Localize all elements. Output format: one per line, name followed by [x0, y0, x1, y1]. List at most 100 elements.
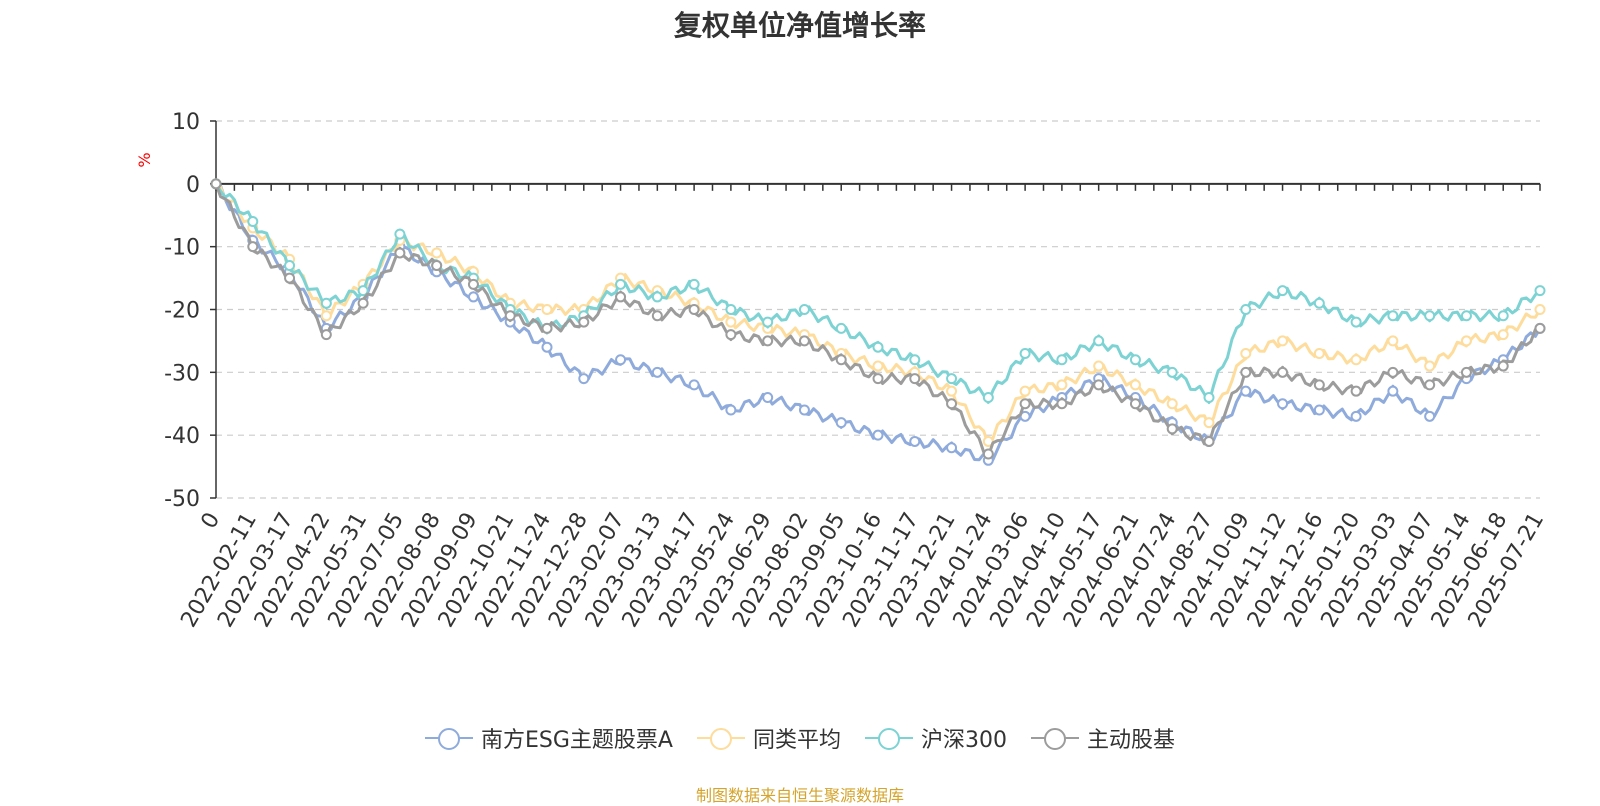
- x-tick-label: 0: [197, 509, 226, 534]
- data-point: [1534, 322, 1546, 334]
- data-point: [835, 322, 847, 334]
- y-tick-label: -50: [164, 487, 200, 512]
- legend-item[interactable]: 主动股基: [1030, 722, 1175, 754]
- data-point: [946, 373, 958, 385]
- legend-label: 主动股基: [1086, 728, 1175, 753]
- data-point: [909, 373, 921, 385]
- data-point: [210, 178, 222, 190]
- data-point: [1350, 385, 1362, 397]
- data-point: [615, 278, 627, 290]
- data-point: [1203, 391, 1215, 403]
- data-point: [725, 316, 737, 328]
- data-point: [651, 291, 663, 303]
- data-point: [1460, 310, 1472, 322]
- data-point: [541, 341, 553, 353]
- data-point: [1497, 329, 1509, 341]
- chart-title: 复权单位净值增长率: [673, 9, 926, 42]
- data-point: [578, 373, 590, 385]
- series-1: [210, 178, 1546, 447]
- data-point: [1019, 398, 1031, 410]
- data-point: [688, 278, 700, 290]
- series-line: [214, 183, 1541, 458]
- data-point: [541, 304, 553, 315]
- data-point: [1387, 366, 1399, 378]
- data-point: [357, 297, 369, 309]
- data-point: [394, 247, 406, 259]
- y-tick-label: -10: [164, 236, 200, 261]
- data-point: [615, 354, 627, 366]
- data-point: [872, 373, 884, 385]
- data-point: [872, 341, 884, 353]
- legend-item[interactable]: 沪深300: [864, 722, 1007, 754]
- data-point: [1277, 285, 1289, 297]
- data-point: [651, 366, 663, 378]
- data-point: [1277, 335, 1289, 347]
- data-point: [1313, 297, 1325, 309]
- data-point: [1424, 379, 1436, 391]
- data-point: [1350, 354, 1362, 366]
- data-point: [1166, 398, 1178, 410]
- data-point: [1203, 435, 1215, 447]
- series-lines: [210, 178, 1546, 466]
- data-point: [688, 304, 700, 315]
- data-point: [431, 247, 443, 259]
- y-tick-label: -20: [164, 299, 200, 324]
- data-point: [1350, 410, 1362, 422]
- data-point: [1129, 354, 1141, 366]
- data-point: [982, 448, 994, 460]
- data-point: [798, 304, 810, 315]
- data-point: [982, 391, 994, 403]
- line-chart: 10 0 -10 -20 -30 -40 -50 02022-02-112022-03-17…: [135, 110, 1549, 632]
- data-point: [1424, 360, 1436, 372]
- legend-item[interactable]: 南方ESG主题股票A: [425, 722, 673, 754]
- data-point: [762, 316, 774, 328]
- data-point: [320, 329, 332, 341]
- data-point: [946, 442, 958, 454]
- data-point: [1166, 423, 1178, 435]
- legend-swatch-icon: [696, 728, 745, 750]
- data-point: [725, 329, 737, 341]
- data-point: [946, 385, 958, 397]
- data-point: [835, 417, 847, 429]
- data-point: [1056, 398, 1068, 410]
- y-axis: 10 0 -10 -20 -30 -40 -50: [164, 110, 217, 512]
- data-point: [1534, 285, 1546, 297]
- y-tick-label: -40: [164, 424, 200, 449]
- data-point: [762, 391, 774, 403]
- data-point: [467, 291, 479, 303]
- data-point: [1313, 404, 1325, 416]
- series-line: [215, 182, 1542, 462]
- data-point: [394, 228, 406, 240]
- legend-swatch-icon: [425, 728, 473, 750]
- data-point: [1497, 310, 1509, 322]
- data-point: [1313, 379, 1325, 391]
- data-point: [284, 260, 296, 272]
- data-point: [909, 435, 921, 447]
- data-point: [725, 404, 737, 416]
- data-point: [1093, 379, 1105, 391]
- data-point: [762, 335, 774, 347]
- data-point: [615, 291, 627, 303]
- data-point: [541, 322, 553, 334]
- y-tick-label: 0: [186, 173, 200, 198]
- data-point: [872, 360, 884, 372]
- data-point: [1019, 347, 1031, 359]
- data-point: [1093, 360, 1105, 372]
- data-point: [247, 241, 259, 253]
- data-point: [651, 310, 663, 322]
- data-point: [1387, 335, 1399, 347]
- legend-item[interactable]: 同类平均: [696, 722, 841, 754]
- data-point: [1240, 385, 1252, 397]
- legend-swatch-icon: [864, 728, 913, 750]
- data-point: [1387, 385, 1399, 397]
- data-point: [1056, 379, 1068, 391]
- data-point: [1240, 304, 1252, 315]
- data-point: [1534, 304, 1546, 315]
- data-point: [467, 278, 479, 290]
- data-point: [247, 216, 259, 228]
- data-point: [946, 398, 958, 410]
- data-point: [872, 429, 884, 441]
- data-point: [431, 260, 443, 272]
- data-point: [725, 304, 737, 315]
- data-point: [1129, 379, 1141, 391]
